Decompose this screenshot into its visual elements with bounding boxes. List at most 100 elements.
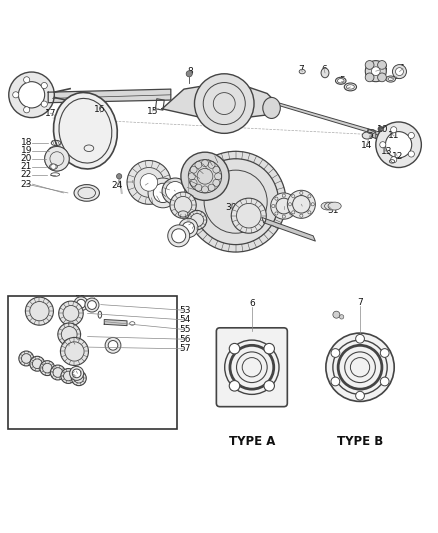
Ellipse shape (325, 202, 338, 210)
Circle shape (181, 152, 229, 200)
Text: 8: 8 (187, 67, 194, 76)
Circle shape (88, 301, 96, 310)
Text: 21: 21 (21, 162, 32, 171)
Circle shape (378, 126, 383, 132)
Ellipse shape (386, 76, 396, 82)
Text: 25: 25 (127, 178, 138, 187)
Text: 51: 51 (327, 206, 339, 215)
Ellipse shape (263, 98, 280, 118)
Circle shape (380, 142, 386, 148)
Circle shape (51, 164, 56, 169)
Circle shape (229, 343, 240, 354)
Circle shape (59, 301, 83, 326)
Text: 2: 2 (394, 72, 399, 82)
Circle shape (148, 178, 178, 208)
Ellipse shape (328, 202, 341, 210)
Text: 53: 53 (179, 306, 191, 315)
Circle shape (229, 381, 240, 391)
Circle shape (117, 174, 122, 179)
Circle shape (331, 349, 340, 358)
Circle shape (380, 349, 389, 358)
Text: 57: 57 (179, 344, 191, 353)
Text: 3: 3 (381, 64, 388, 73)
Circle shape (326, 333, 394, 401)
Ellipse shape (321, 202, 334, 210)
Ellipse shape (344, 83, 357, 91)
Circle shape (356, 391, 364, 400)
Circle shape (18, 82, 45, 108)
Circle shape (61, 368, 76, 383)
Ellipse shape (53, 93, 117, 169)
Text: 7: 7 (357, 298, 363, 307)
Ellipse shape (49, 164, 57, 169)
Circle shape (194, 74, 254, 133)
Text: 18: 18 (21, 139, 32, 148)
Text: 23: 23 (21, 180, 32, 189)
Text: 52: 52 (74, 295, 85, 304)
Circle shape (264, 381, 275, 391)
Text: 29: 29 (183, 188, 194, 197)
Circle shape (30, 356, 45, 371)
Text: 31: 31 (278, 204, 290, 213)
Text: 4: 4 (344, 84, 350, 93)
Circle shape (71, 371, 86, 386)
Text: 7: 7 (298, 65, 304, 74)
Text: 32: 32 (297, 201, 308, 211)
Circle shape (271, 193, 297, 219)
Circle shape (376, 122, 421, 167)
Circle shape (168, 225, 190, 247)
Circle shape (391, 127, 397, 133)
Circle shape (408, 132, 414, 139)
Circle shape (331, 377, 340, 386)
Ellipse shape (74, 184, 99, 201)
Circle shape (13, 92, 19, 98)
Text: 6: 6 (249, 299, 255, 308)
Circle shape (45, 147, 69, 171)
Text: 22: 22 (21, 170, 32, 179)
Circle shape (72, 369, 81, 378)
Text: 6: 6 (321, 65, 327, 74)
Circle shape (287, 190, 315, 219)
Text: 17: 17 (45, 109, 56, 118)
Ellipse shape (321, 68, 329, 78)
Circle shape (70, 366, 84, 381)
Polygon shape (48, 89, 171, 103)
Polygon shape (104, 319, 127, 326)
Circle shape (339, 314, 344, 319)
Circle shape (378, 73, 386, 82)
Text: 26: 26 (140, 181, 151, 190)
Circle shape (49, 147, 57, 155)
Circle shape (24, 107, 30, 113)
Circle shape (127, 160, 171, 204)
Circle shape (58, 323, 81, 346)
Polygon shape (162, 85, 278, 118)
Circle shape (231, 198, 266, 233)
Circle shape (186, 71, 192, 77)
Circle shape (365, 61, 386, 82)
Circle shape (182, 222, 194, 234)
Circle shape (25, 297, 53, 325)
Text: 56: 56 (179, 335, 191, 344)
Circle shape (185, 151, 286, 252)
Circle shape (391, 157, 397, 163)
Circle shape (380, 377, 389, 386)
Polygon shape (368, 129, 376, 139)
Ellipse shape (388, 77, 393, 80)
Polygon shape (278, 103, 385, 138)
Circle shape (40, 361, 55, 376)
Text: 30: 30 (226, 203, 237, 212)
Circle shape (74, 297, 88, 311)
Ellipse shape (362, 132, 372, 139)
Circle shape (45, 147, 69, 171)
Circle shape (41, 83, 47, 88)
Text: 9: 9 (367, 132, 373, 141)
Text: TYPE B: TYPE B (337, 435, 383, 448)
Ellipse shape (346, 85, 354, 89)
Ellipse shape (178, 211, 188, 217)
Circle shape (60, 337, 88, 366)
Bar (8, 296, 177, 429)
Text: 5: 5 (339, 76, 346, 85)
Text: 10: 10 (377, 125, 388, 134)
Text: 12: 12 (392, 151, 403, 160)
Text: TYPE A: TYPE A (229, 435, 275, 448)
